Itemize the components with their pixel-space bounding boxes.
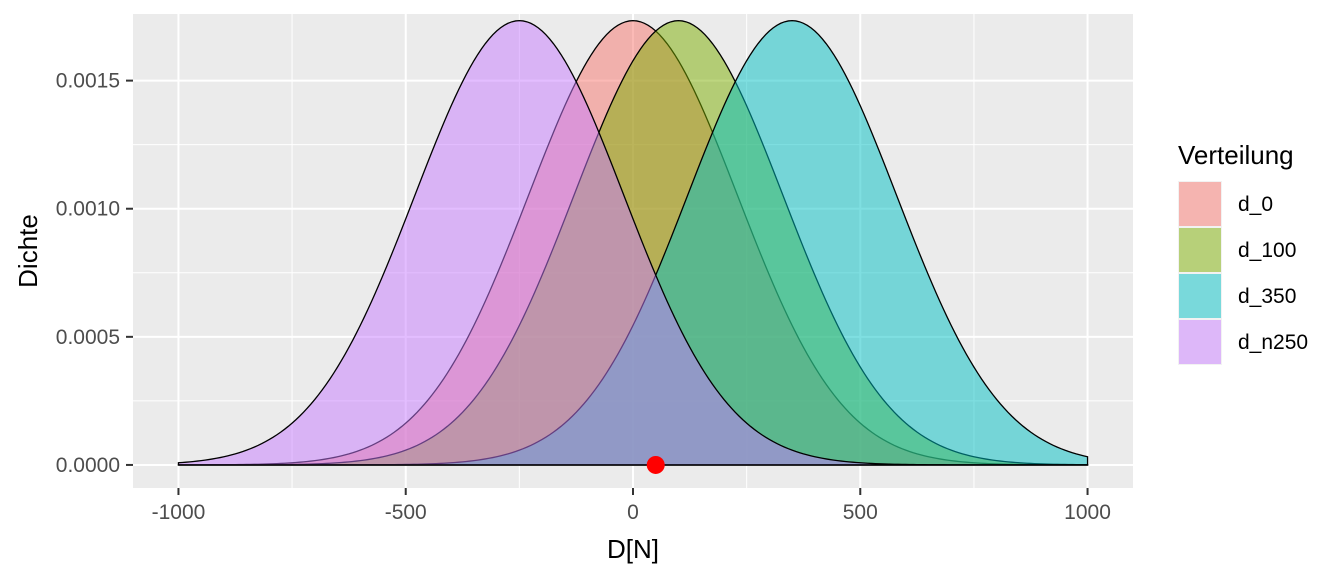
axes: -1000 -500 0 500 1000 0.0000 0.0005 0.0010 0.001… <box>56 70 1111 524</box>
x-tick-label: 1000 <box>1064 501 1111 524</box>
density-areas <box>177 20 1089 466</box>
legend: d_0 d_100 d_350 d_n250 <box>1178 181 1308 365</box>
legend-key-d_350 <box>1179 274 1221 318</box>
legend-key-d_100 <box>1179 228 1221 272</box>
legend-key-d_0 <box>1179 182 1221 226</box>
y-tick-label: 0.0005 <box>56 326 120 349</box>
y-tick-label: 0.0000 <box>56 454 120 477</box>
annotations <box>646 455 665 474</box>
legend-key-d_n250 <box>1179 320 1221 364</box>
x-tick-label: -1000 <box>152 501 206 524</box>
y-tick-label: 0.0010 <box>56 198 120 221</box>
density-area-d_n250 <box>177 20 1088 466</box>
legend-label-d_n250: d_n250 <box>1238 331 1308 354</box>
legend-title: Verteilung <box>1178 140 1294 170</box>
x-tick-label: 0 <box>627 501 639 524</box>
x-tick-label: 500 <box>843 501 878 524</box>
y-tick-label: 0.0015 <box>56 70 120 93</box>
legend-label-d_0: d_0 <box>1238 193 1273 216</box>
legend-label-d_100: d_100 <box>1238 239 1296 262</box>
annotation-point <box>646 455 665 474</box>
legend-label-d_350: d_350 <box>1238 285 1296 308</box>
x-axis-title: D[N] <box>607 534 659 564</box>
y-axis-title: Dichte <box>13 214 43 288</box>
x-tick-label: -500 <box>385 501 427 524</box>
